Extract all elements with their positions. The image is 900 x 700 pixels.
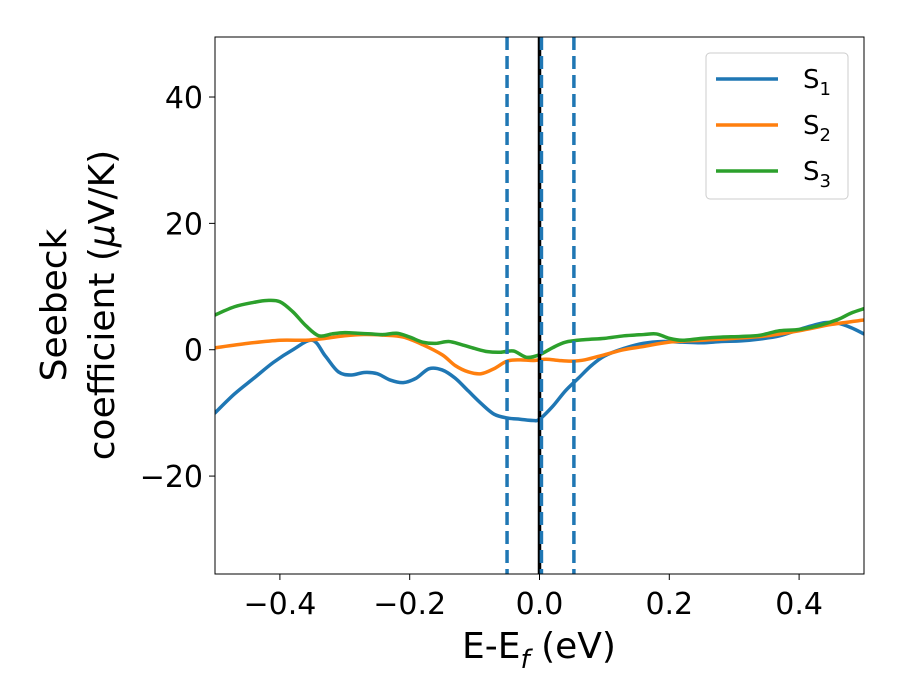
x-tick-label: −0.2 bbox=[373, 587, 446, 622]
y-axis-label-line1: Seebeck bbox=[34, 228, 75, 381]
y-axis-label-line2: coefficient (μV/K) bbox=[82, 150, 123, 460]
y-tick-label: 0 bbox=[184, 334, 203, 369]
series-line-s1 bbox=[215, 320, 864, 423]
legend: S1 S2 S3 bbox=[705, 52, 849, 200]
legend-label-s3: S3 bbox=[803, 157, 831, 192]
y-axis-label: Seebeck coefficient (μV/K) bbox=[34, 150, 123, 460]
y-tick-label: 20 bbox=[165, 207, 203, 242]
series-line-s2 bbox=[215, 318, 864, 376]
y-tick-label: −20 bbox=[140, 460, 203, 495]
legend-label-s1: S1 bbox=[803, 65, 831, 100]
x-tick-label: 0.0 bbox=[516, 587, 564, 622]
x-tick-label: −0.4 bbox=[243, 587, 316, 622]
x-tick-label: 0.4 bbox=[775, 587, 823, 622]
axis-ticks: −0.4 −0.2 0.0 0.2 0.4 −20 0 20 40 bbox=[140, 81, 823, 622]
legend-label-s2: S2 bbox=[803, 111, 831, 146]
x-axis-label: E-Ef (eV) bbox=[462, 626, 616, 675]
x-tick-label: 0.2 bbox=[645, 587, 693, 622]
reference-lines bbox=[505, 37, 576, 574]
y-tick-label: 40 bbox=[165, 81, 203, 116]
